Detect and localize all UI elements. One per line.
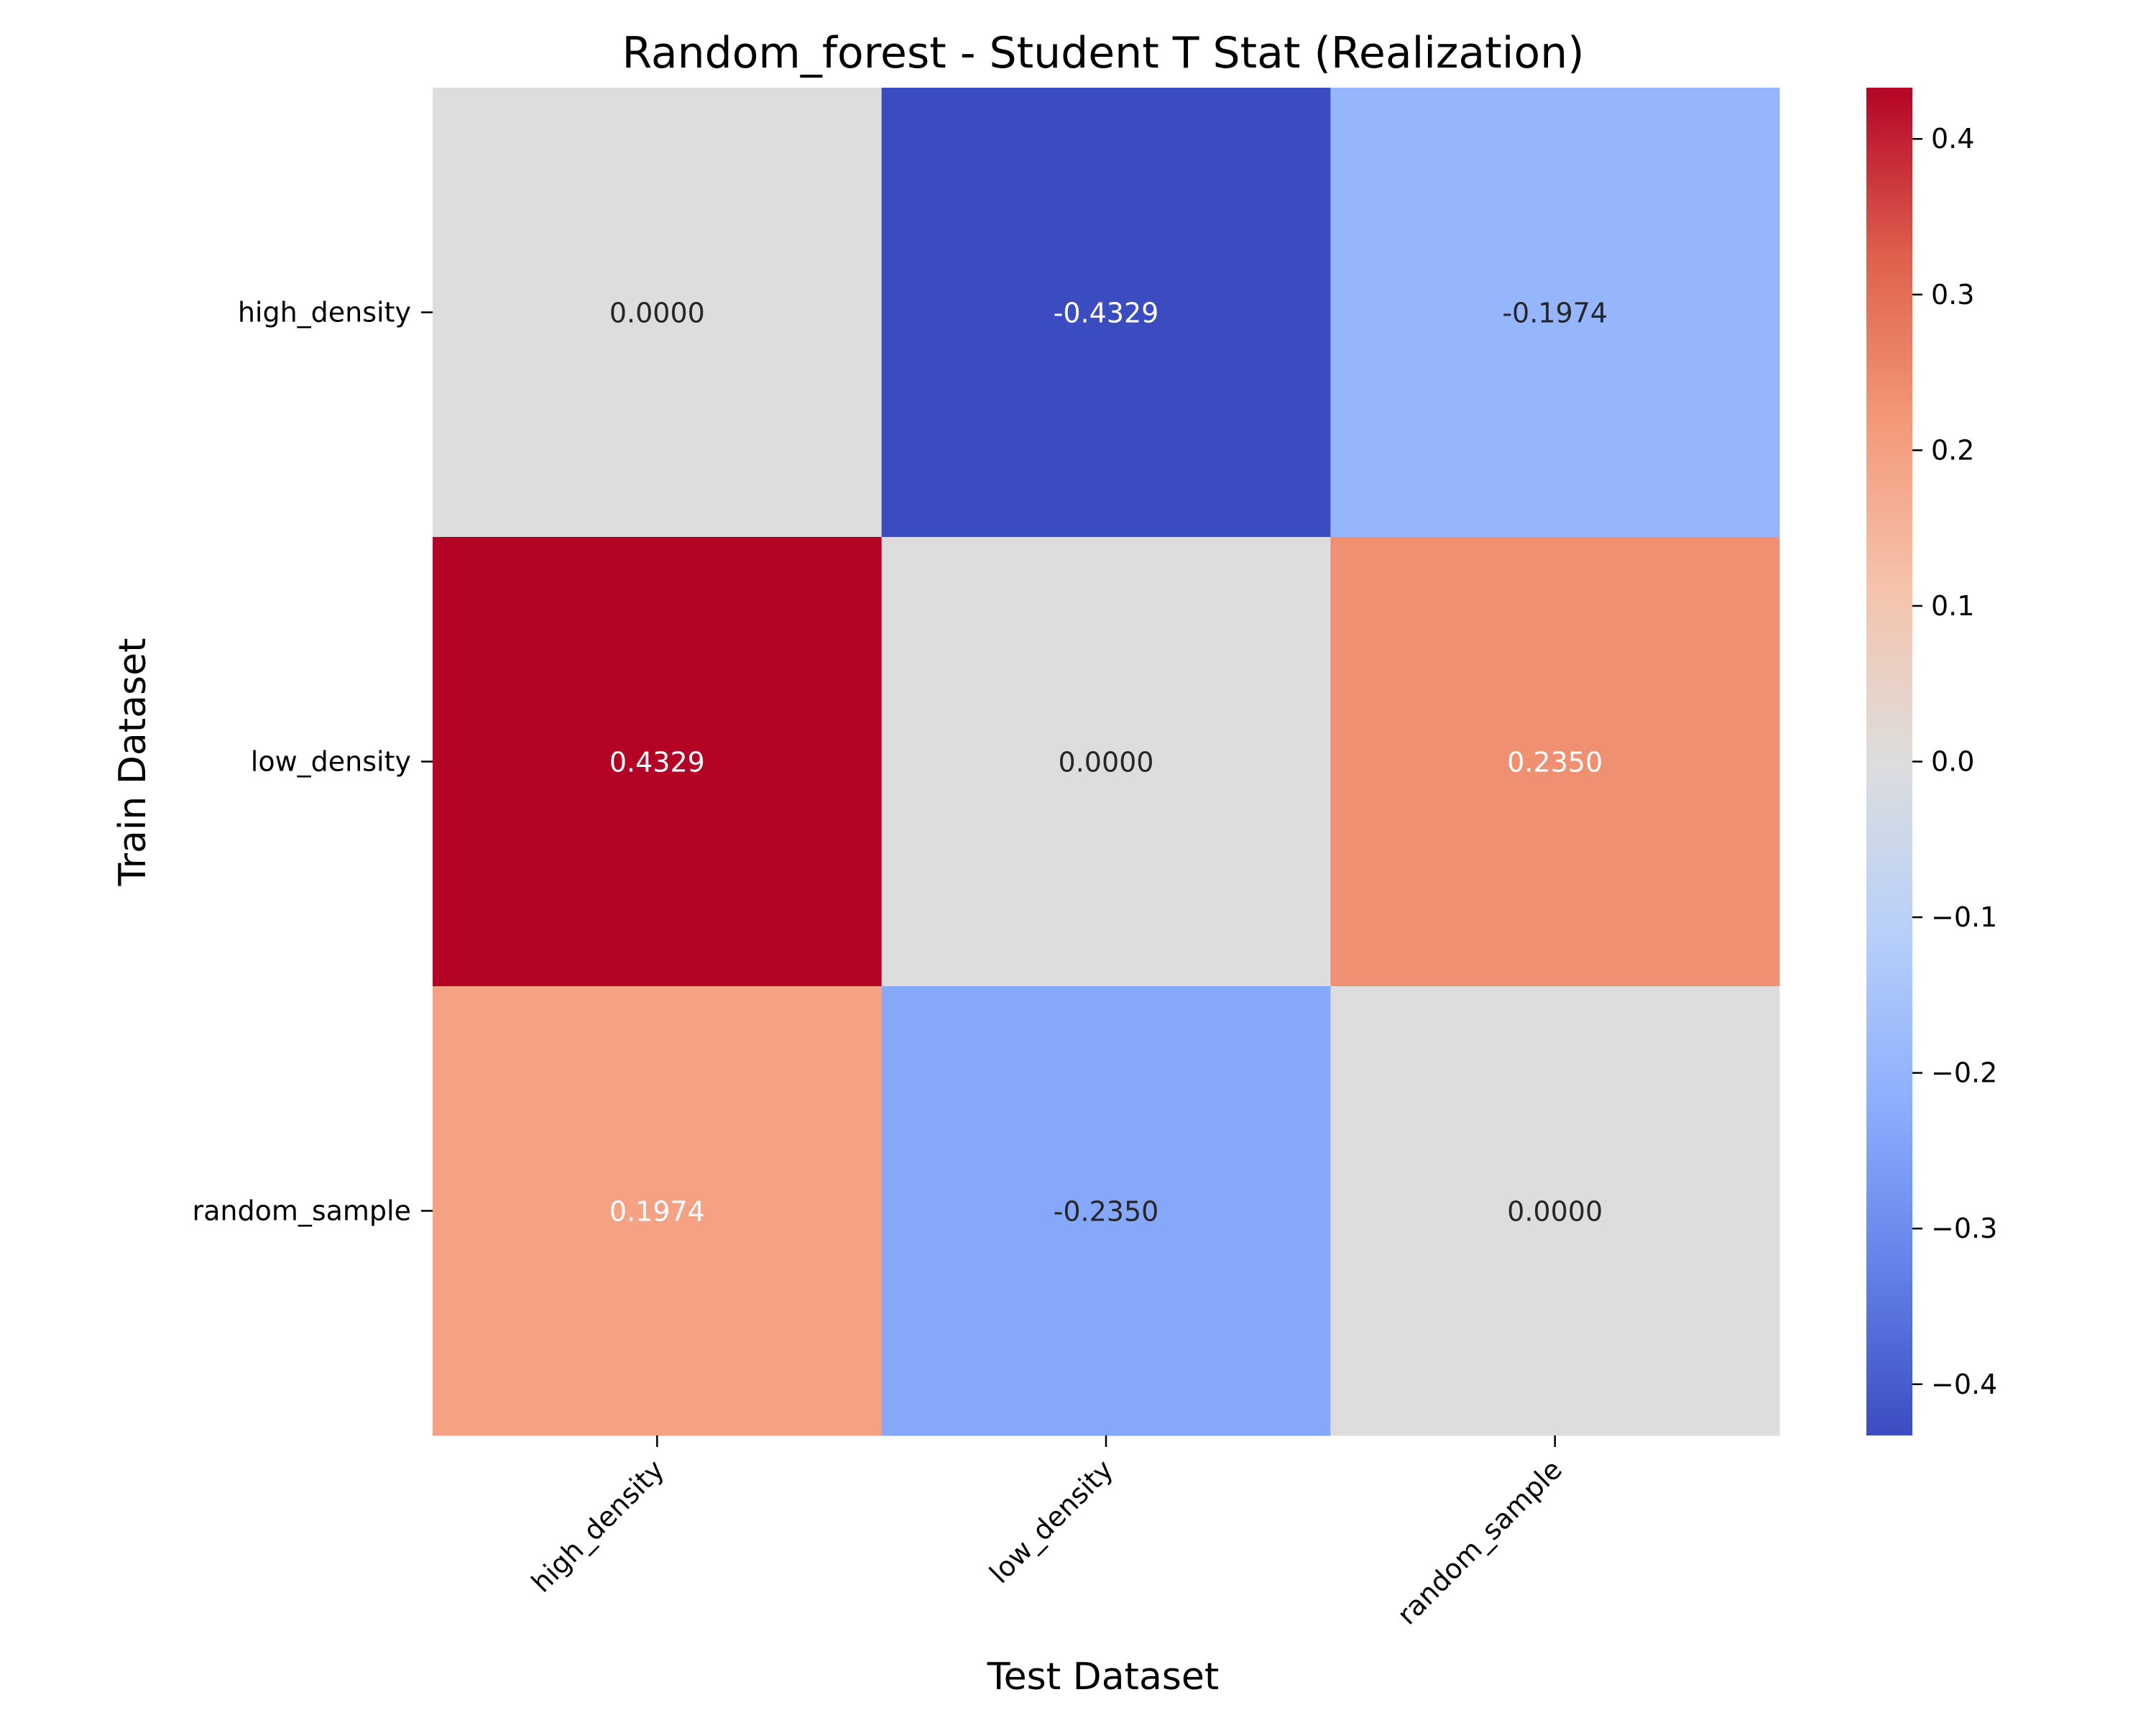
colorbar-tick-label: 0.2 <box>1931 434 1974 466</box>
x-tick-label: low_density <box>983 1453 1119 1589</box>
cell-value-label: 0.1974 <box>609 1196 705 1228</box>
colorbar-tick-label: −0.4 <box>1931 1369 1997 1400</box>
heatmap-cell <box>1330 986 1780 1436</box>
heatmap-cell <box>1330 537 1780 987</box>
heatmap-cell <box>1330 88 1780 538</box>
x-axis-ticks: high_density low_density random_sample <box>525 1435 1568 1631</box>
heatmap-cell <box>881 986 1331 1436</box>
cell-value-label: 0.2350 <box>1507 747 1603 778</box>
colorbar-gradient <box>1866 88 1912 1435</box>
cell-value-label: 0.0000 <box>1507 1196 1603 1228</box>
cell-value-label: -0.4329 <box>1054 298 1159 329</box>
colorbar-tick-label: 0.3 <box>1931 279 1974 311</box>
y-tick-label: low_density <box>251 746 411 778</box>
colorbar-tick-label: 0.4 <box>1931 123 1974 155</box>
heatmap-cell <box>881 537 1331 987</box>
y-tick-label: random_sample <box>192 1195 411 1227</box>
heatmap-cell <box>433 88 883 538</box>
x-tick-label: high_density <box>525 1453 671 1599</box>
heatmap-cell <box>881 88 1331 538</box>
cell-value-label: -0.2350 <box>1054 1196 1159 1228</box>
colorbar: 0.4 0.3 0.2 0.1 0.0 −0.1 −0.2 −0.3 −0.4 <box>1866 88 1997 1435</box>
y-tick-label: high_density <box>238 297 411 328</box>
cell-value-labels: 0.0000 -0.4329 -0.1974 0.4329 0.0000 0.2350 0.… <box>609 298 1608 1228</box>
colorbar-tick-label: −0.3 <box>1931 1213 1997 1244</box>
colorbar-tick-label: −0.2 <box>1931 1057 1997 1089</box>
x-tick-label: random_sample <box>1391 1453 1568 1630</box>
heatmap-cells <box>433 88 1780 1436</box>
cell-value-label: 0.0000 <box>609 298 705 329</box>
colorbar-tick-label: 0.0 <box>1931 746 1974 778</box>
cell-value-label: 0.4329 <box>609 747 705 778</box>
colorbar-tick-label: −0.1 <box>1931 901 1997 933</box>
colorbar-tick-label: 0.1 <box>1931 590 1974 622</box>
cell-value-label: 0.0000 <box>1059 747 1154 778</box>
x-axis-label: Test Dataset <box>987 1655 1220 1699</box>
y-axis-label: Train Dataset <box>111 638 155 887</box>
colorbar-ticks: 0.4 0.3 0.2 0.1 0.0 −0.1 −0.2 −0.3 −0.4 <box>1912 123 1997 1400</box>
chart-title: Random_forest - Student T Stat (Realizat… <box>622 28 1584 78</box>
cell-value-label: -0.1974 <box>1502 298 1608 329</box>
heatmap-cell <box>433 537 883 987</box>
y-axis-ticks: high_density low_density random_sample <box>192 297 433 1227</box>
heatmap-cell <box>433 986 883 1436</box>
